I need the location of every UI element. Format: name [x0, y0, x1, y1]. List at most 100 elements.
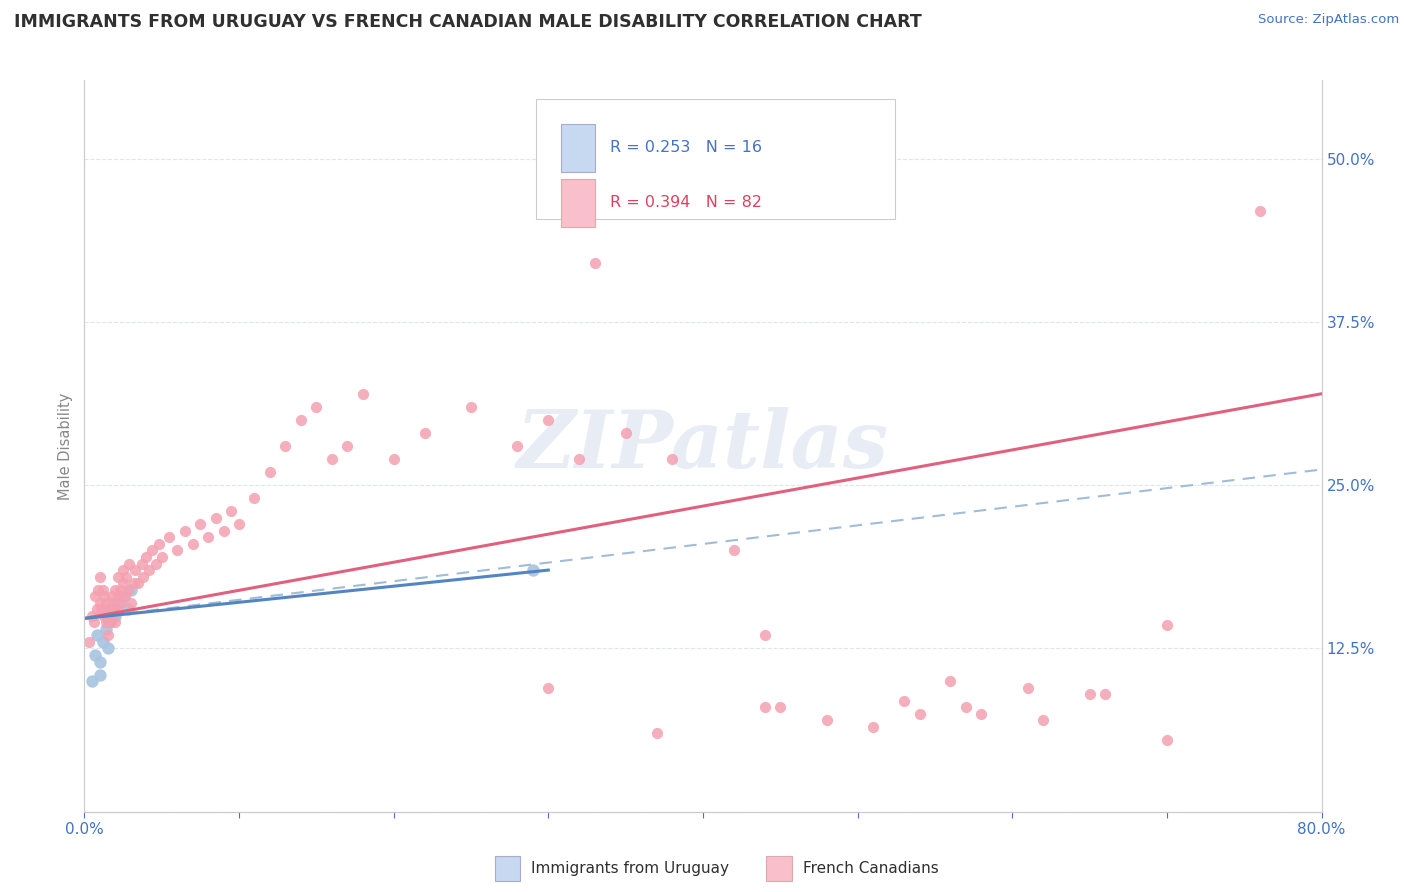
- Point: [101, 596, 124, 610]
- Point: [131, 557, 153, 571]
- Point: [754, 700, 776, 714]
- Point: [583, 256, 606, 270]
- Point: [90, 602, 112, 616]
- Point: [120, 582, 142, 597]
- Point: [97, 628, 120, 642]
- Point: [181, 537, 204, 551]
- Point: [89, 569, 111, 583]
- Point: [522, 563, 544, 577]
- Text: French Canadians: French Canadians: [803, 862, 939, 876]
- Point: [723, 543, 745, 558]
- Point: [132, 569, 155, 583]
- Point: [112, 589, 135, 603]
- Point: [321, 452, 343, 467]
- Point: [114, 589, 136, 603]
- Point: [939, 674, 962, 689]
- Point: [135, 549, 157, 564]
- Point: [108, 582, 131, 597]
- Point: [274, 439, 297, 453]
- Point: [89, 655, 111, 669]
- Point: [145, 557, 167, 571]
- Point: [82, 608, 104, 623]
- Text: Immigrants from Uruguay: Immigrants from Uruguay: [531, 862, 730, 876]
- Point: [104, 615, 127, 630]
- Bar: [561, 179, 595, 227]
- Point: [101, 602, 124, 616]
- Text: Source: ZipAtlas.com: Source: ZipAtlas.com: [1258, 13, 1399, 27]
- FancyBboxPatch shape: [536, 99, 894, 219]
- Point: [537, 413, 560, 427]
- Point: [1156, 618, 1178, 632]
- Point: [117, 582, 139, 597]
- Point: [645, 726, 668, 740]
- Point: [77, 635, 100, 649]
- Point: [205, 511, 228, 525]
- Point: [893, 694, 915, 708]
- Point: [112, 576, 135, 591]
- Point: [506, 439, 529, 453]
- Point: [104, 608, 127, 623]
- Point: [1156, 732, 1178, 747]
- Point: [107, 569, 129, 583]
- Point: [83, 615, 105, 630]
- Point: [105, 602, 128, 616]
- Point: [754, 628, 776, 642]
- Point: [100, 615, 122, 630]
- Point: [138, 563, 160, 577]
- Point: [117, 602, 139, 616]
- Point: [101, 589, 124, 603]
- Point: [614, 425, 637, 440]
- Point: [352, 386, 374, 401]
- Point: [115, 569, 138, 583]
- Point: [97, 602, 120, 616]
- Point: [970, 706, 993, 721]
- Point: [84, 589, 107, 603]
- Point: [104, 582, 127, 597]
- Point: [128, 576, 150, 591]
- Point: [120, 596, 142, 610]
- Point: [228, 517, 250, 532]
- Point: [107, 596, 129, 610]
- Point: [91, 635, 114, 649]
- Point: [94, 615, 117, 630]
- Point: [93, 589, 115, 603]
- Point: [98, 608, 121, 623]
- Point: [197, 530, 219, 544]
- Text: R = 0.394   N = 82: R = 0.394 N = 82: [610, 195, 762, 211]
- Point: [955, 700, 977, 714]
- Point: [110, 596, 132, 610]
- Point: [259, 465, 281, 479]
- Point: [94, 622, 117, 636]
- Point: [769, 700, 792, 714]
- Point: [112, 563, 135, 577]
- Point: [86, 628, 108, 642]
- Point: [150, 549, 173, 564]
- Point: [661, 452, 683, 467]
- Bar: [561, 124, 595, 171]
- Text: R = 0.253   N = 16: R = 0.253 N = 16: [610, 140, 762, 155]
- Point: [89, 667, 111, 681]
- Point: [290, 413, 312, 427]
- Point: [94, 596, 117, 610]
- Text: IMMIGRANTS FROM URUGUAY VS FRENCH CANADIAN MALE DISABILITY CORRELATION CHART: IMMIGRANTS FROM URUGUAY VS FRENCH CANADI…: [14, 13, 922, 31]
- Point: [413, 425, 436, 440]
- Point: [537, 681, 560, 695]
- Point: [862, 720, 884, 734]
- Point: [460, 400, 482, 414]
- Point: [89, 596, 111, 610]
- Point: [382, 452, 405, 467]
- Point: [107, 589, 129, 603]
- Point: [188, 517, 212, 532]
- Point: [568, 452, 591, 467]
- Point: [118, 557, 141, 571]
- Point: [336, 439, 359, 453]
- Point: [93, 608, 115, 623]
- Point: [91, 582, 114, 597]
- Point: [243, 491, 266, 506]
- Point: [98, 615, 121, 630]
- Point: [221, 504, 243, 518]
- Point: [1017, 681, 1039, 695]
- Point: [1032, 714, 1054, 728]
- Point: [166, 543, 188, 558]
- Point: [141, 543, 163, 558]
